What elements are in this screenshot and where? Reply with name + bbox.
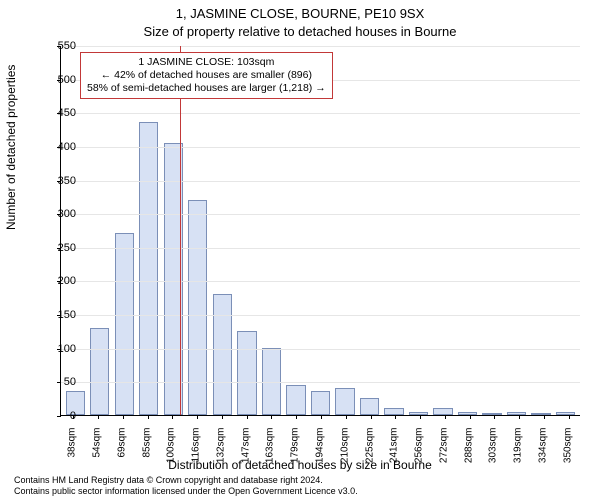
annotation-box: 1 JASMINE CLOSE: 103sqm ← 42% of detache… bbox=[80, 52, 333, 99]
x-tick-mark bbox=[296, 415, 297, 419]
page-title: 1, JASMINE CLOSE, BOURNE, PE10 9SX bbox=[0, 6, 600, 21]
y-tick-label: 200 bbox=[40, 275, 76, 287]
bar bbox=[115, 233, 134, 415]
reference-line bbox=[180, 46, 181, 415]
gridline bbox=[61, 46, 580, 47]
gridline bbox=[61, 349, 580, 350]
x-tick-label: 303sqm bbox=[488, 428, 499, 478]
x-tick-mark bbox=[123, 415, 124, 419]
bar bbox=[360, 398, 379, 415]
y-tick-label: 500 bbox=[40, 74, 76, 86]
x-tick-mark bbox=[420, 415, 421, 419]
x-tick-label: 132sqm bbox=[215, 428, 226, 478]
gridline bbox=[61, 113, 580, 114]
bar bbox=[335, 388, 354, 415]
x-tick-mark bbox=[569, 415, 570, 419]
footer-line-2: Contains public sector information licen… bbox=[14, 486, 358, 496]
x-tick-mark bbox=[470, 415, 471, 419]
x-tick-mark bbox=[395, 415, 396, 419]
y-tick-label: 0 bbox=[40, 410, 76, 422]
bars-group bbox=[61, 46, 580, 415]
x-tick-mark bbox=[148, 415, 149, 419]
x-tick-label: 350sqm bbox=[562, 428, 573, 478]
x-tick-mark bbox=[371, 415, 372, 419]
x-tick-label: 288sqm bbox=[463, 428, 474, 478]
bar bbox=[213, 294, 232, 415]
x-tick-mark bbox=[519, 415, 520, 419]
y-tick-label: 400 bbox=[40, 141, 76, 153]
x-tick-mark bbox=[494, 415, 495, 419]
bar bbox=[433, 408, 452, 415]
x-tick-label: 38sqm bbox=[67, 428, 78, 478]
gridline bbox=[61, 281, 580, 282]
x-tick-mark bbox=[544, 415, 545, 419]
y-tick-label: 50 bbox=[40, 376, 76, 388]
chart-container: 1, JASMINE CLOSE, BOURNE, PE10 9SX Size … bbox=[0, 0, 600, 500]
x-tick-label: 69sqm bbox=[116, 428, 127, 478]
chart-subtitle: Size of property relative to detached ho… bbox=[0, 24, 600, 39]
y-tick-label: 100 bbox=[40, 343, 76, 355]
gridline bbox=[61, 181, 580, 182]
y-tick-label: 450 bbox=[40, 107, 76, 119]
x-tick-mark bbox=[346, 415, 347, 419]
x-tick-label: 194sqm bbox=[315, 428, 326, 478]
bar bbox=[139, 122, 158, 415]
bar bbox=[458, 412, 477, 415]
bar bbox=[384, 408, 403, 415]
x-tick-label: 116sqm bbox=[191, 428, 202, 478]
x-tick-mark bbox=[321, 415, 322, 419]
x-tick-label: 210sqm bbox=[339, 428, 350, 478]
y-tick-label: 300 bbox=[40, 208, 76, 220]
bar bbox=[482, 413, 501, 415]
x-tick-label: 272sqm bbox=[438, 428, 449, 478]
x-tick-label: 100sqm bbox=[166, 428, 177, 478]
x-tick-mark bbox=[445, 415, 446, 419]
x-tick-label: 225sqm bbox=[364, 428, 375, 478]
gridline bbox=[61, 315, 580, 316]
bar bbox=[237, 331, 256, 415]
x-tick-label: 147sqm bbox=[240, 428, 251, 478]
x-tick-label: 334sqm bbox=[537, 428, 548, 478]
y-tick-label: 150 bbox=[40, 309, 76, 321]
bar bbox=[409, 412, 428, 415]
y-tick-label: 350 bbox=[40, 175, 76, 187]
x-tick-label: 241sqm bbox=[389, 428, 400, 478]
x-tick-mark bbox=[271, 415, 272, 419]
x-tick-mark bbox=[197, 415, 198, 419]
x-tick-mark bbox=[222, 415, 223, 419]
y-tick-label: 550 bbox=[40, 40, 76, 52]
bar bbox=[507, 412, 526, 415]
x-tick-label: 179sqm bbox=[290, 428, 301, 478]
x-tick-mark bbox=[172, 415, 173, 419]
bar bbox=[311, 391, 330, 415]
y-tick-label: 250 bbox=[40, 242, 76, 254]
bar bbox=[286, 385, 305, 415]
bar bbox=[556, 412, 575, 415]
bar bbox=[90, 328, 109, 415]
bar bbox=[262, 348, 281, 415]
gridline bbox=[61, 147, 580, 148]
footer: Contains HM Land Registry data © Crown c… bbox=[14, 475, 358, 496]
x-tick-label: 256sqm bbox=[414, 428, 425, 478]
y-axis-label: Number of detached properties bbox=[4, 65, 18, 230]
gridline bbox=[61, 382, 580, 383]
annotation-line-2: ← 42% of detached houses are smaller (89… bbox=[87, 69, 326, 82]
gridline bbox=[61, 214, 580, 215]
bar bbox=[531, 413, 550, 415]
x-tick-label: 85sqm bbox=[141, 428, 152, 478]
x-tick-mark bbox=[98, 415, 99, 419]
plot-area bbox=[60, 46, 580, 416]
gridline bbox=[61, 248, 580, 249]
x-tick-mark bbox=[247, 415, 248, 419]
x-tick-label: 54sqm bbox=[92, 428, 103, 478]
x-tick-label: 163sqm bbox=[265, 428, 276, 478]
annotation-line-1: 1 JASMINE CLOSE: 103sqm bbox=[87, 56, 326, 69]
annotation-line-3: 58% of semi-detached houses are larger (… bbox=[87, 82, 326, 95]
x-tick-label: 319sqm bbox=[513, 428, 524, 478]
